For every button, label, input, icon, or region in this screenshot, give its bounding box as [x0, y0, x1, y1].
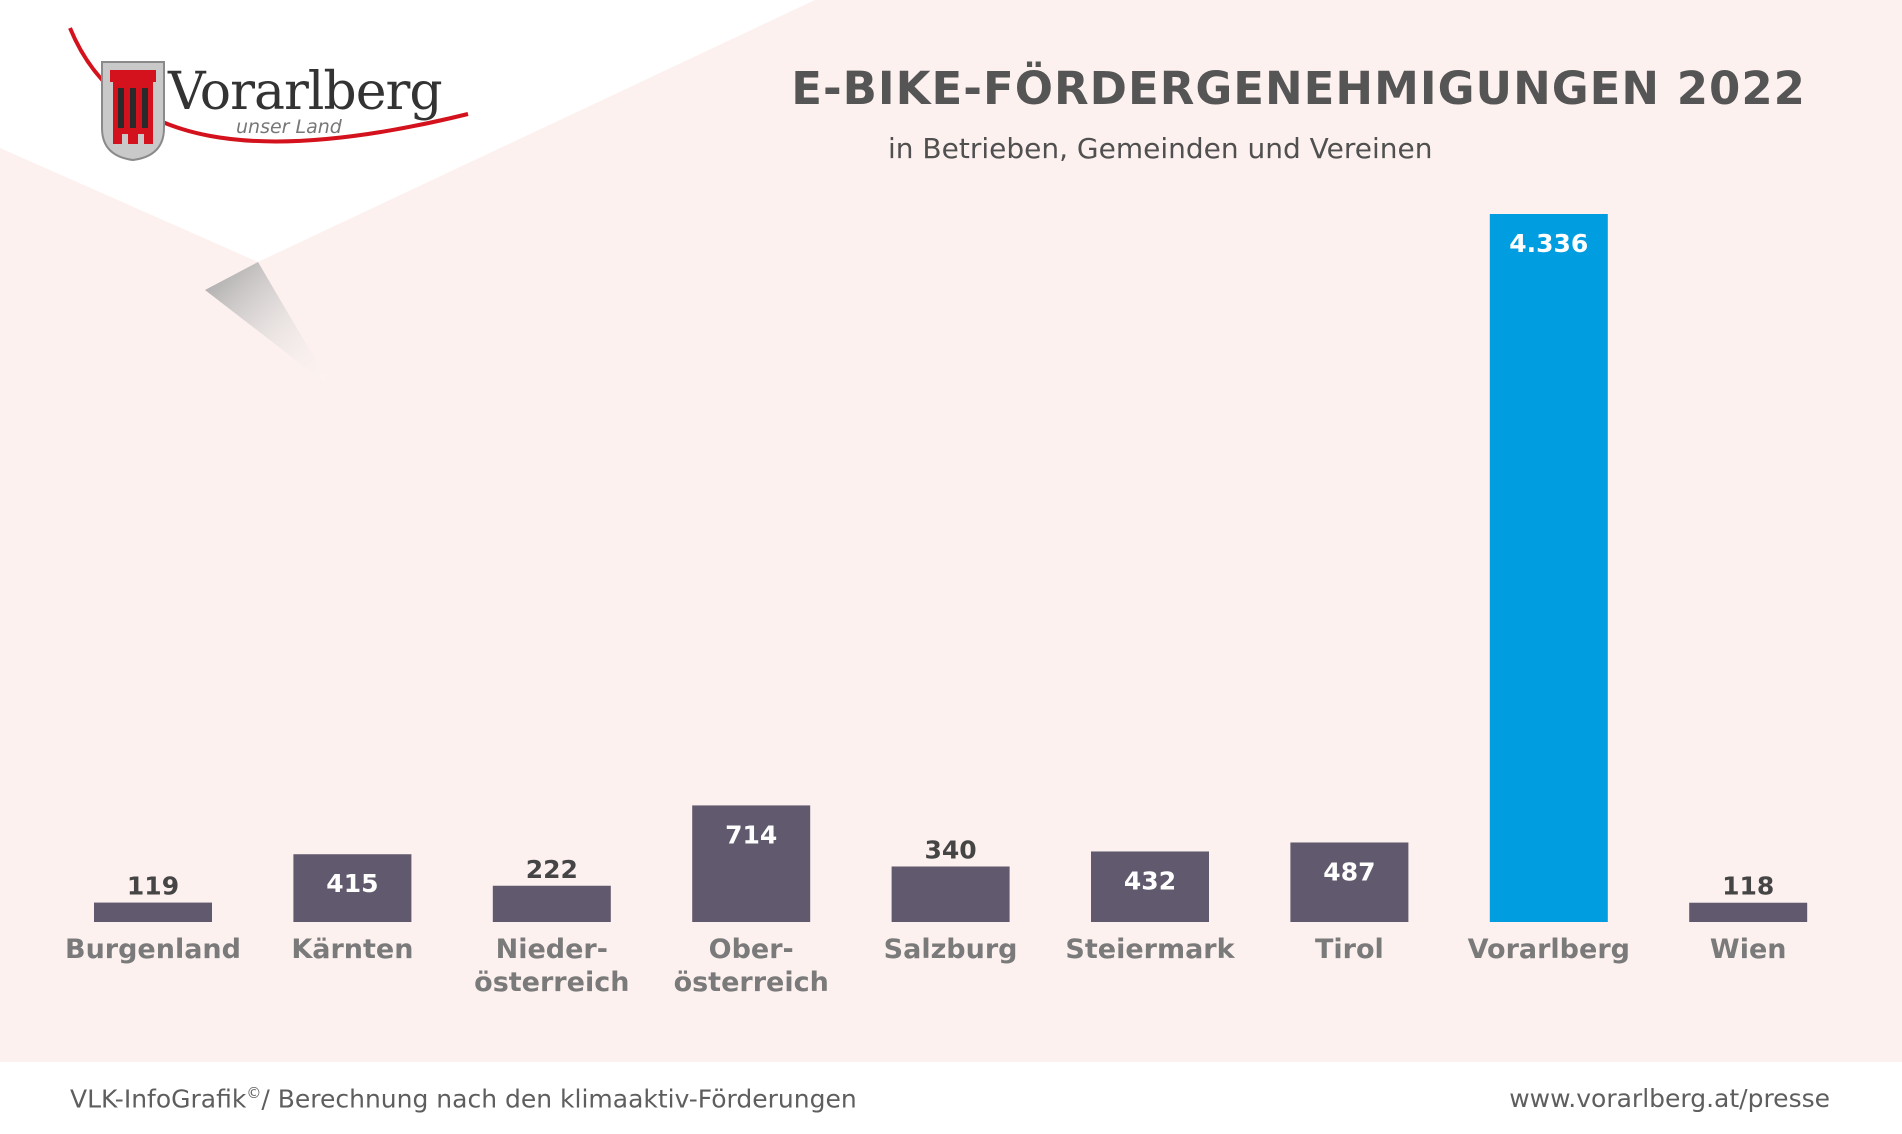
bar-salzburg: [891, 866, 1010, 922]
decor-shadow-wedge: [205, 262, 332, 388]
logo-swoosh: [68, 27, 469, 144]
decor-white-panel: [0, 0, 815, 262]
category-label: Ober-: [709, 934, 794, 965]
category-label: österreich: [474, 967, 629, 998]
bar-niederösterreich: [492, 885, 611, 922]
bar-wien: [1689, 902, 1808, 922]
value-label: 415: [326, 869, 378, 898]
logo-tagline: unser Land: [236, 116, 342, 138]
chart-title: E-BIKE-FÖRDERGENEHMIGUNGEN 2022: [791, 62, 1806, 115]
category-label: Burgenland: [65, 934, 241, 965]
footer-copyright-mark: ©: [246, 1084, 262, 1102]
bars-group: [94, 214, 1808, 922]
bar-tirol: [1290, 842, 1409, 922]
bar-steiermark: [1091, 851, 1209, 922]
footer-source-prefix: VLK-InfoGrafik: [70, 1084, 247, 1114]
bar-kärnten: [293, 854, 412, 922]
value-label: 118: [1722, 872, 1774, 901]
footer-source-suffix: / Berechnung nach den klimaaktiv-Förderu…: [261, 1084, 857, 1114]
logo-name: Vorarlberg: [168, 62, 443, 122]
value-label: 119: [127, 872, 179, 901]
value-label: 487: [1323, 857, 1375, 886]
category-label: Nieder-: [496, 934, 608, 965]
bar-vorarlberg: [1489, 214, 1608, 922]
chart-subtitle: in Betrieben, Gemeinden und Vereinen: [888, 132, 1433, 165]
category-label: österreich: [674, 967, 829, 998]
value-label: 432: [1124, 866, 1176, 895]
category-label: Kärnten: [291, 934, 413, 965]
value-label: 340: [925, 835, 977, 864]
footer-url[interactable]: www.vorarlberg.at/presse: [1509, 1084, 1830, 1113]
category-label: Wien: [1710, 934, 1787, 965]
value-label: 4.336: [1509, 229, 1588, 258]
bar-burgenland: [94, 902, 212, 922]
value-labels-group: 119 415 222 714 340 432 487 4.336 118: [127, 229, 1774, 901]
value-label: 714: [725, 820, 777, 849]
category-label: Vorarlberg: [1468, 934, 1630, 965]
category-labels-group: Burgenland Kärnten Nieder-österreichOber-ö…: [65, 934, 1786, 998]
footer-band: [0, 1062, 1902, 1134]
category-label: Tirol: [1315, 934, 1384, 965]
category-label: Salzburg: [884, 934, 1018, 965]
category-label: Steiermark: [1065, 934, 1235, 965]
bar-oberösterreich: [692, 805, 811, 922]
footer-source: VLK-InfoGrafik©/ Berechnung nach den kli…: [70, 1084, 857, 1113]
coat-of-arms-icon: [101, 61, 165, 162]
value-label: 222: [526, 855, 578, 884]
